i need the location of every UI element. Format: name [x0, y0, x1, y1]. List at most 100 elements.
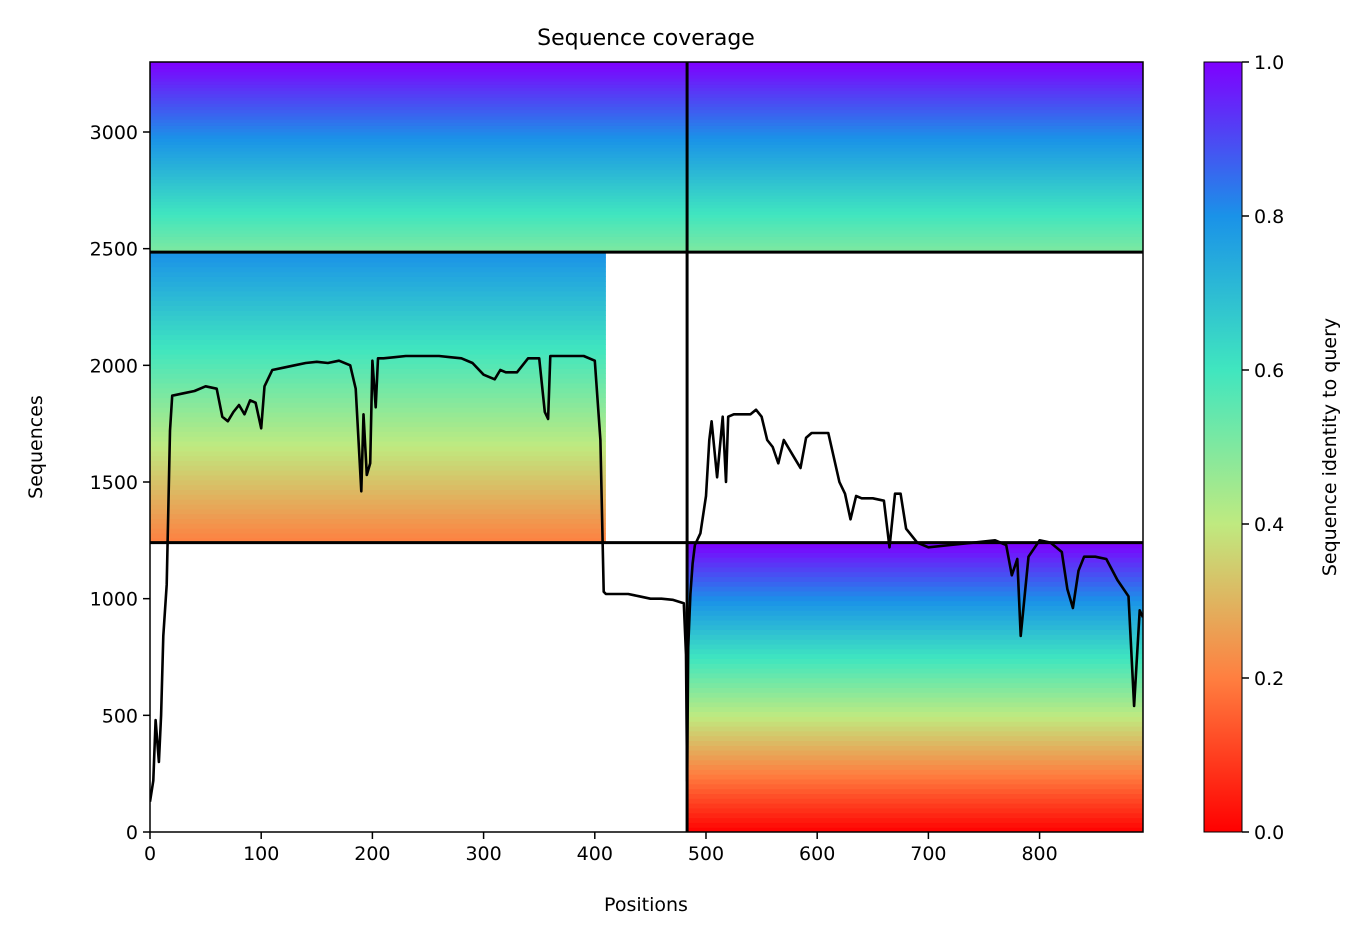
heatmap-band [687, 239, 1143, 244]
heatmap-band [687, 103, 1143, 107]
heatmap-band [150, 484, 606, 491]
colorbar-tick-label: 0.2 [1254, 668, 1284, 690]
heatmap-band [150, 532, 606, 539]
heatmap-band [150, 392, 606, 399]
heatmap-band [687, 223, 1143, 228]
heatmap-band [150, 349, 606, 355]
heatmap-band [150, 436, 606, 442]
heatmap-band [687, 812, 1143, 819]
heatmap-band [150, 179, 688, 184]
heatmap-band [150, 207, 688, 212]
heatmap-band [150, 84, 688, 88]
heatmap-band [150, 195, 688, 199]
heatmap-band [150, 470, 606, 476]
heatmap-band [687, 109, 1143, 114]
heatmap-band [150, 286, 606, 292]
heatmap-band [687, 716, 1143, 722]
heatmap-band [687, 648, 1143, 655]
heatmap-band [687, 687, 1143, 693]
heatmap-band [687, 96, 1143, 101]
heatmap-band [687, 115, 1143, 120]
heatmap-band [150, 160, 688, 165]
y-tick-label: 1500 [90, 472, 138, 494]
heatmap-band [150, 503, 606, 510]
y-tick-label: 1000 [90, 589, 138, 611]
heatmap-band [150, 339, 606, 345]
heatmap-band [687, 166, 1143, 171]
heatmap-band [687, 696, 1143, 703]
heatmap-band [150, 103, 688, 107]
heatmap-band [150, 440, 606, 447]
heatmap-band [687, 176, 1143, 180]
colorbar-axis: 0.0 0.2 0.4 0.6 0.8 1.0 [1242, 52, 1284, 844]
heatmap-band [687, 125, 1143, 130]
heatmap-band [150, 397, 606, 403]
heatmap-band [687, 692, 1143, 698]
heatmap-band [687, 581, 1143, 587]
heatmap-band [687, 561, 1143, 568]
heatmap-band [687, 595, 1143, 602]
y-tick-label: 2500 [90, 239, 138, 261]
heatmap-band [150, 474, 606, 481]
heatmap-band [150, 147, 688, 152]
heatmap-band [687, 191, 1143, 196]
heatmap-band [150, 305, 606, 311]
heatmap-band [687, 233, 1143, 237]
heatmap-band [150, 245, 688, 250]
heatmap-band [150, 157, 688, 161]
x-axis: 0 100 200 300 400 500 600 700 800 [144, 832, 1058, 865]
heatmap-band [687, 807, 1143, 814]
heatmap-band [150, 252, 606, 258]
heatmap-band [687, 653, 1143, 659]
heatmap-band [687, 122, 1143, 126]
heatmap-block [150, 252, 606, 544]
heatmap-band [687, 245, 1143, 250]
heatmap-band [150, 537, 606, 544]
heatmap-band [687, 590, 1143, 597]
heatmap-band [150, 421, 606, 428]
heatmap-band [687, 610, 1143, 616]
x-tick-label: 600 [799, 843, 835, 865]
coverage-line-layer [150, 354, 1143, 802]
y-tick-label: 500 [102, 705, 138, 727]
heatmap-band [687, 668, 1143, 674]
heatmap-band [687, 711, 1143, 717]
heatmap-band [150, 214, 688, 218]
heatmap-band [687, 74, 1143, 79]
heatmap-band [687, 160, 1143, 165]
heatmap-band [687, 214, 1143, 218]
heatmap-band [687, 153, 1143, 158]
heatmap-band [150, 387, 606, 394]
colorbar-tick-label: 0.4 [1254, 514, 1284, 536]
heatmap-band [687, 571, 1143, 578]
heatmap-band [687, 128, 1143, 133]
heatmap-band [687, 643, 1143, 650]
heatmap-band [687, 798, 1143, 804]
heatmap-band [150, 233, 688, 237]
heatmap-band [687, 134, 1143, 139]
heatmap-band [687, 624, 1143, 631]
heatmap-band [687, 745, 1143, 751]
x-axis-label: Positions [604, 894, 688, 916]
heatmap-band [687, 112, 1143, 117]
heatmap-band [150, 223, 688, 228]
x-tick-label: 400 [577, 843, 613, 865]
heatmap-band [150, 479, 606, 486]
heatmap-band [687, 65, 1143, 69]
heatmap-band [150, 489, 606, 495]
heatmap-band [150, 450, 606, 457]
heatmap-band [687, 817, 1143, 823]
heatmap-band [687, 71, 1143, 76]
heatmap-band [150, 163, 688, 168]
heatmap-band [150, 150, 688, 155]
heatmap-band [687, 586, 1143, 592]
heatmap-band [150, 431, 606, 437]
y-axis-label: Sequences [25, 395, 47, 499]
heatmap-band [687, 682, 1143, 688]
heatmap-band [687, 774, 1143, 780]
heatmap-band [687, 204, 1143, 209]
heatmap-band [150, 166, 688, 171]
heatmap-band [687, 179, 1143, 184]
heatmap-band [150, 176, 688, 180]
heatmap-band [687, 822, 1143, 828]
